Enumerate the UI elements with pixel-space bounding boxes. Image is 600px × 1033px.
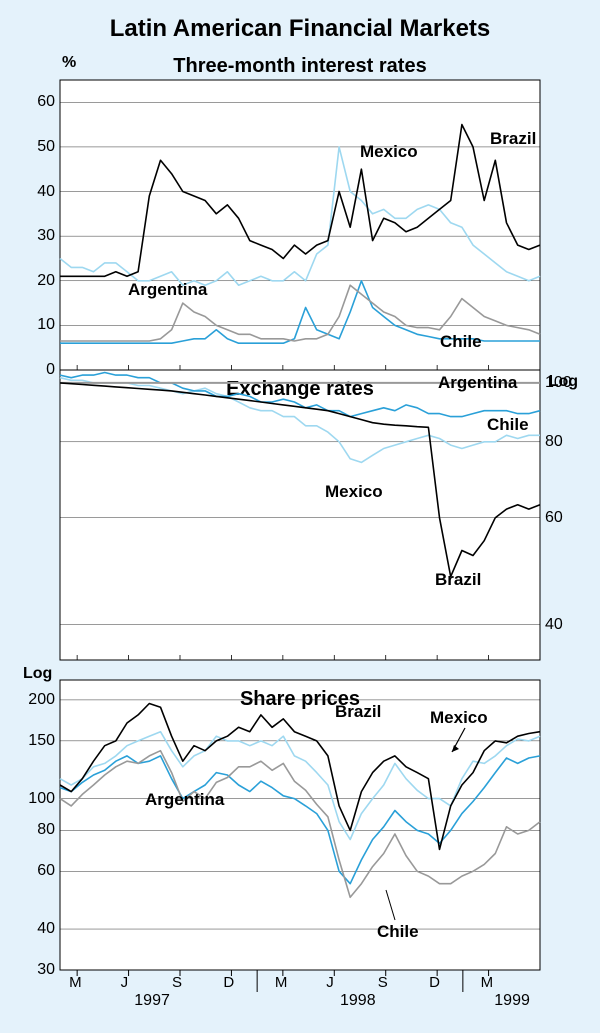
label-argentina: Argentina <box>438 373 517 393</box>
label-brazil: Brazil <box>435 570 481 590</box>
label-brazil: Brazil <box>335 702 381 722</box>
series-brazil <box>60 383 540 577</box>
x-month-label: D <box>223 974 234 991</box>
x-year-label: 1997 <box>134 992 170 1010</box>
label-mexico: Mexico <box>430 708 488 728</box>
panel3-y-unit: Log <box>23 665 52 683</box>
y-tick-label: 20 <box>37 272 55 290</box>
x-year-label: 1999 <box>494 992 530 1010</box>
y-tick-label: 40 <box>37 183 55 201</box>
panel3-svg <box>60 680 540 1000</box>
y-tick-label: 100 <box>545 374 572 392</box>
label-chile: Chile <box>377 922 419 942</box>
y-tick-label: 50 <box>37 138 55 156</box>
chart-title: Latin American Financial Markets <box>0 15 600 43</box>
series-brazil <box>60 125 540 277</box>
x-year-label: 1998 <box>340 992 376 1010</box>
y-tick-label: 200 <box>28 691 55 709</box>
x-month-label: M <box>275 974 288 991</box>
panel2-svg <box>60 370 540 660</box>
y-tick-label: 60 <box>37 93 55 111</box>
x-month-label: S <box>172 974 182 991</box>
y-tick-label: 30 <box>37 961 55 979</box>
y-tick-label: 0 <box>46 361 55 379</box>
y-tick-label: 60 <box>545 509 563 527</box>
label-mexico: Mexico <box>360 142 418 162</box>
x-month-label: J <box>121 974 129 991</box>
x-month-label: D <box>429 974 440 991</box>
y-tick-label: 10 <box>37 316 55 334</box>
y-tick-label: 40 <box>545 616 563 634</box>
y-tick-label: 150 <box>28 732 55 750</box>
x-month-label: M <box>69 974 82 991</box>
label-mexico: Mexico <box>325 482 383 502</box>
y-tick-label: 100 <box>28 790 55 808</box>
series-argentina <box>60 751 540 898</box>
panel1-y-unit: % <box>62 54 76 72</box>
y-tick-label: 80 <box>545 433 563 451</box>
label-brazil: Brazil <box>490 129 536 149</box>
label-chile: Chile <box>440 332 482 352</box>
x-month-label: M <box>481 974 494 991</box>
y-tick-label: 60 <box>37 862 55 880</box>
label-argentina: Argentina <box>145 790 224 810</box>
series-chile <box>60 756 540 884</box>
panel1-svg <box>60 80 540 370</box>
label-argentina: Argentina <box>128 280 207 300</box>
series-mexico <box>60 147 540 285</box>
x-month-label: S <box>378 974 388 991</box>
y-tick-label: 80 <box>37 821 55 839</box>
x-month-label: J <box>326 974 334 991</box>
y-tick-label: 30 <box>37 227 55 245</box>
label-chile: Chile <box>487 415 529 435</box>
y-tick-label: 40 <box>37 920 55 938</box>
panel1-title: Three-month interest rates <box>0 55 600 78</box>
